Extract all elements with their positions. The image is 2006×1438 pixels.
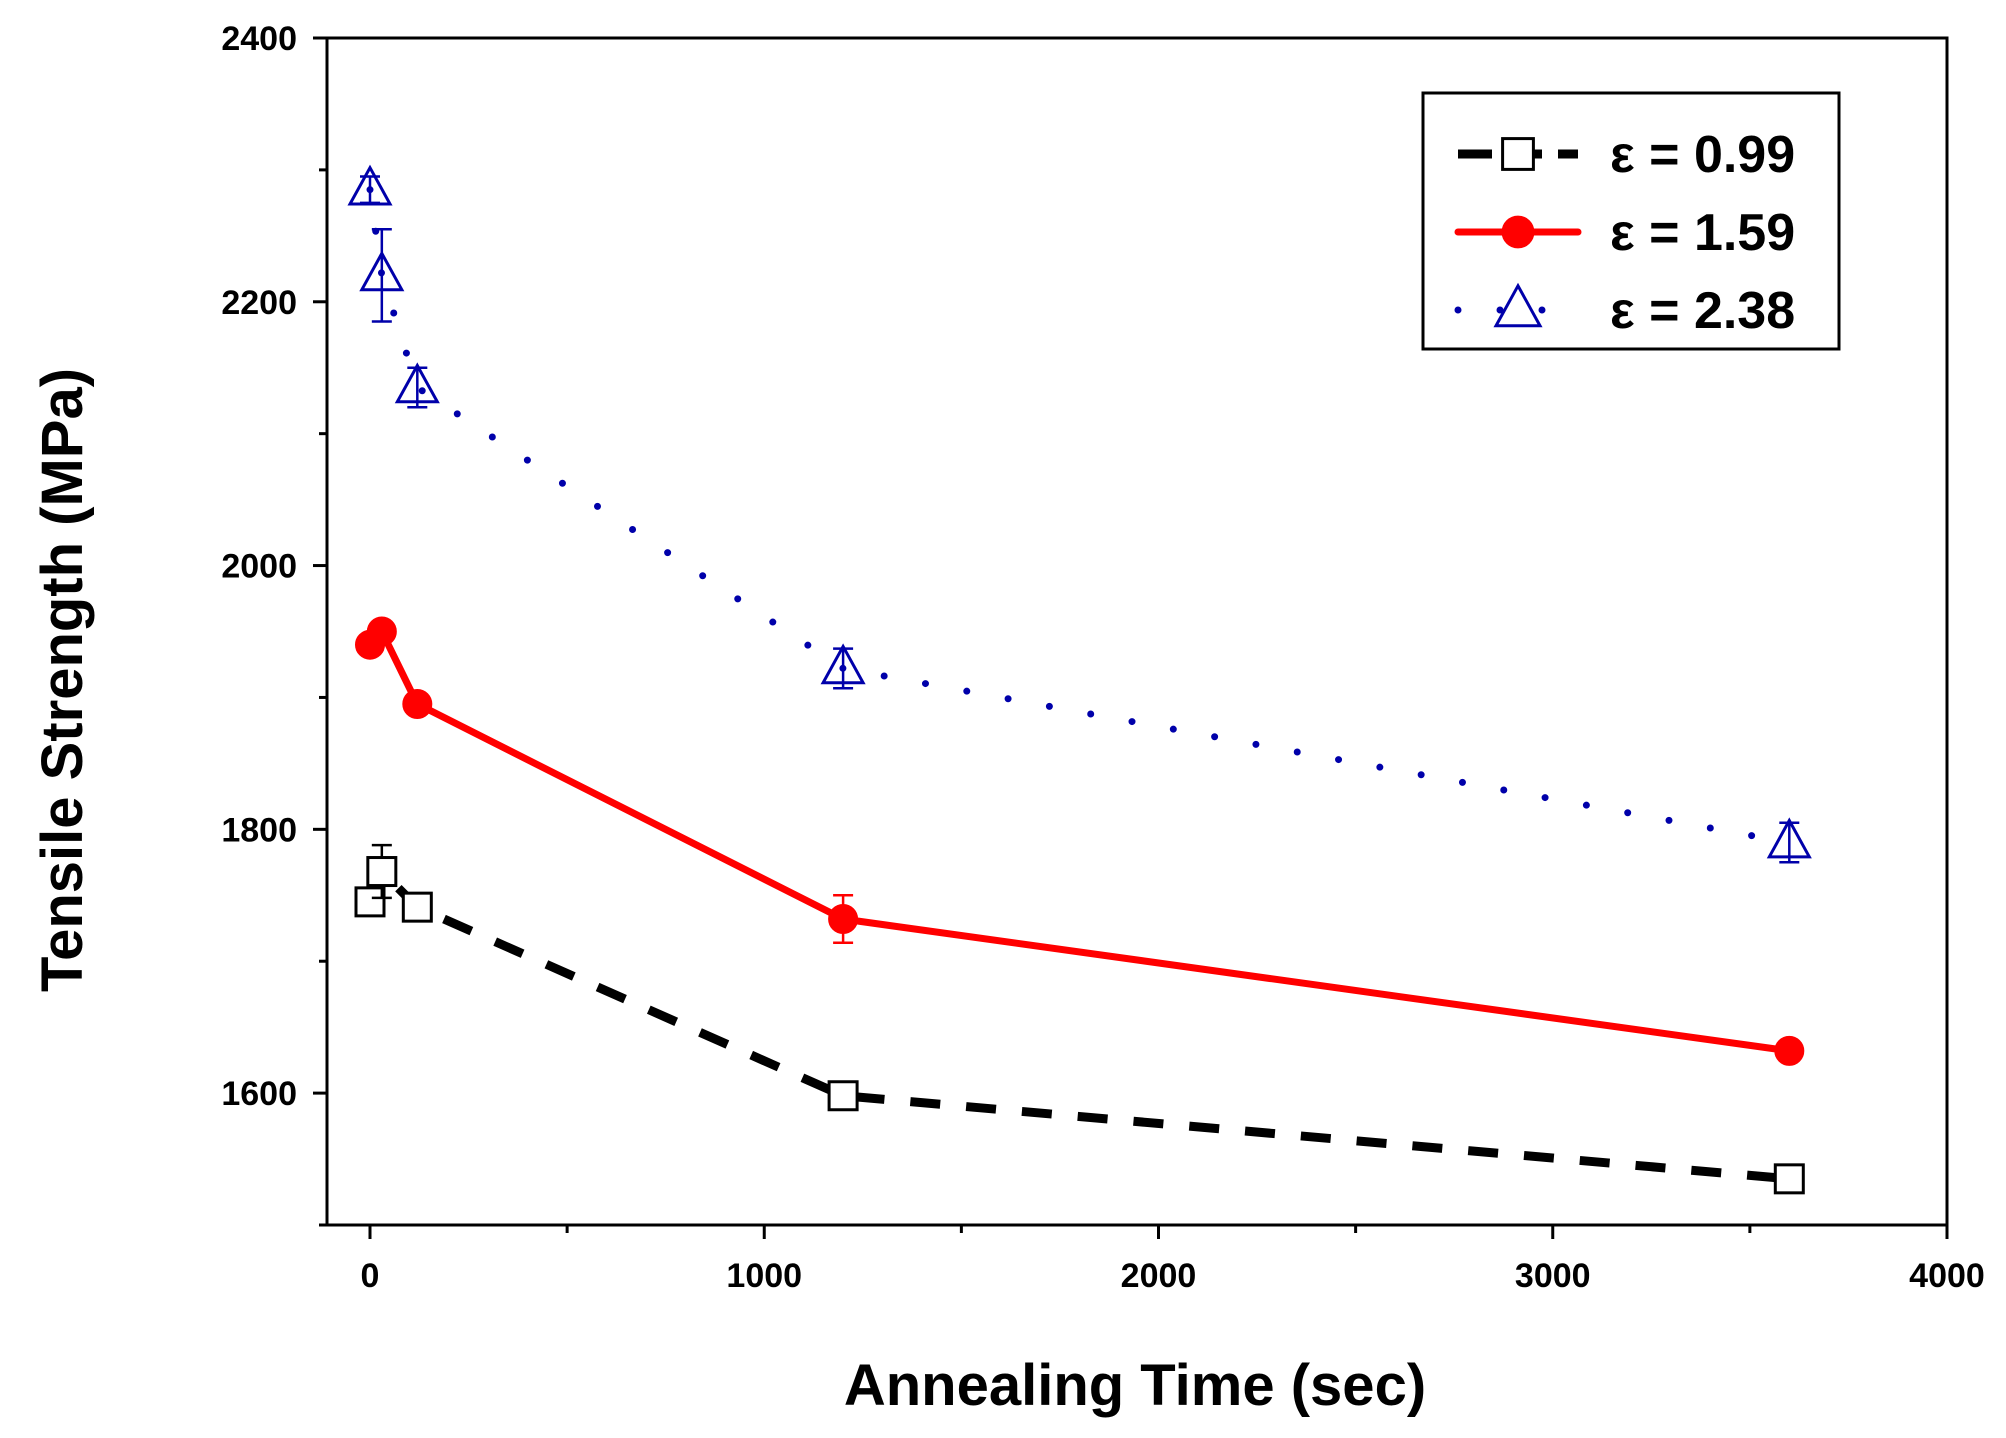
data-point-marker: [828, 904, 859, 935]
series-layer: [347, 164, 1812, 1195]
x-axis-title: Annealing Time (sec): [844, 1353, 1426, 1418]
data-point-marker: [827, 1080, 859, 1112]
data-point-marker: [347, 164, 393, 206]
legend-frame: [1421, 91, 1841, 351]
legend-label: ε = 0.99: [1610, 126, 1795, 184]
data-point-marker: [820, 643, 866, 685]
x-tick-label: 0: [361, 1257, 380, 1295]
data-point-marker: [366, 616, 397, 647]
x-tick-label: 4000: [1909, 1257, 1985, 1295]
data-point-marker: [401, 891, 433, 923]
legend-label: ε = 1.59: [1610, 204, 1795, 262]
data-point-marker: [1773, 1163, 1805, 1195]
data-point-marker: [366, 856, 398, 888]
data-point-marker: [359, 250, 405, 292]
data-point-marker: [1766, 817, 1812, 859]
series-1: [354, 843, 1805, 1195]
data-point-marker: [1493, 282, 1543, 328]
legend-entry-3: ε = 2.38: [1454, 282, 1795, 340]
legend-label: ε = 2.38: [1610, 282, 1795, 340]
axes-layer: 0 1000 2000 3000 4000 1600 1800 2000 2200 2400: [221, 20, 1984, 1295]
x-tick-label: 3000: [1515, 1257, 1591, 1295]
data-point-marker: [394, 362, 440, 404]
data-point-marker: [1501, 215, 1535, 249]
data-point-marker: [1774, 1035, 1805, 1066]
y-tick-label: 1600: [221, 1075, 297, 1113]
y-tick-label: 2200: [221, 284, 297, 322]
y-tick-label: 2400: [221, 20, 297, 58]
data-point-marker: [1501, 137, 1535, 171]
plot-frame: [325, 36, 1949, 1227]
y-tick-label: 1800: [221, 811, 297, 849]
legend: ε = 0.99 ε = 1.59 ε = 2.38: [1421, 91, 1841, 351]
x-tick-label: 1000: [726, 1257, 802, 1295]
data-point-marker: [402, 689, 433, 720]
legend-entry-1: ε = 0.99: [1458, 126, 1795, 184]
legend-entry-2: ε = 1.59: [1454, 204, 1795, 262]
y-tick-label: 2000: [221, 548, 297, 586]
y-axis-title: Tensile Strength (MPa): [30, 368, 95, 992]
series-3: [347, 164, 1812, 864]
x-tick-label: 2000: [1121, 1257, 1197, 1295]
data-point-marker: [354, 886, 386, 918]
series-2: [355, 616, 1805, 1066]
